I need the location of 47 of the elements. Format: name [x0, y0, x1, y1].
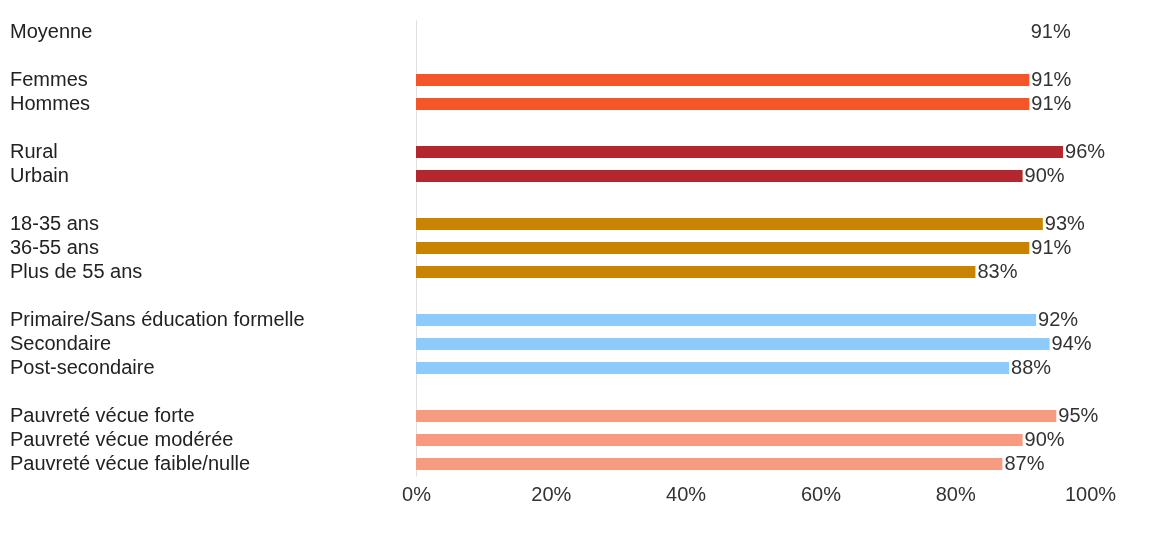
y-tick-label: Post-secondaire [10, 356, 155, 378]
data-label: 93% [1044, 212, 1086, 234]
annotation: 91% [1030, 20, 1071, 42]
data-label: 88% [1011, 356, 1052, 378]
y-tick-label: Pauvreté vécue faible/nulle [10, 452, 251, 474]
y-tick-label: Plus de 55 ans [10, 260, 143, 282]
x-tick-label: 60% [800, 482, 842, 505]
bar [416, 314, 1037, 326]
bar [416, 170, 1023, 182]
bar [416, 458, 1003, 470]
data-label: 90% [1024, 164, 1065, 186]
y-tick-label: Rural [10, 140, 58, 162]
bar [416, 434, 1023, 446]
y-tick-label: 18-35 ans [10, 212, 99, 234]
bar [416, 266, 976, 278]
y-tick-label: Pauvreté vécue modérée [10, 428, 234, 450]
data-label: 91% [1031, 236, 1072, 258]
bar [416, 218, 1043, 230]
bar [416, 74, 1030, 86]
bar [416, 242, 1030, 254]
data-label: 87% [1004, 452, 1045, 474]
bar [416, 362, 1010, 374]
data-label: 90% [1024, 428, 1065, 450]
y-tick-label: Primaire/Sans éducation formelle [10, 308, 305, 330]
x-tick-label: 40% [666, 482, 707, 505]
y-tick-label: Urbain [10, 164, 69, 186]
y-tick-label: Pauvreté vécue forte [10, 404, 195, 426]
bar [416, 338, 1050, 350]
data-label: 83% [977, 260, 1018, 282]
data-label: 94% [1051, 332, 1092, 354]
bar [416, 146, 1064, 158]
x-tick-label: 100% [1064, 482, 1117, 505]
data-label: 92% [1038, 308, 1079, 330]
x-tick-label: 20% [531, 482, 572, 505]
x-tick-label: 0% [402, 482, 432, 505]
y-tick-label: Moyenne [10, 20, 93, 42]
data-label: 96% [1065, 140, 1106, 162]
x-tick-label: 80% [935, 482, 976, 505]
y-tick-label: Hommes [10, 92, 91, 114]
data-label: 91% [1031, 68, 1072, 90]
data-label: 91% [1031, 92, 1072, 114]
y-tick-label: Secondaire [10, 332, 112, 354]
y-tick-label: 36-55 ans [10, 236, 99, 258]
y-tick-label: Femmes [10, 68, 88, 90]
bar [416, 410, 1057, 422]
bar [416, 98, 1030, 110]
data-label: 95% [1058, 404, 1099, 426]
